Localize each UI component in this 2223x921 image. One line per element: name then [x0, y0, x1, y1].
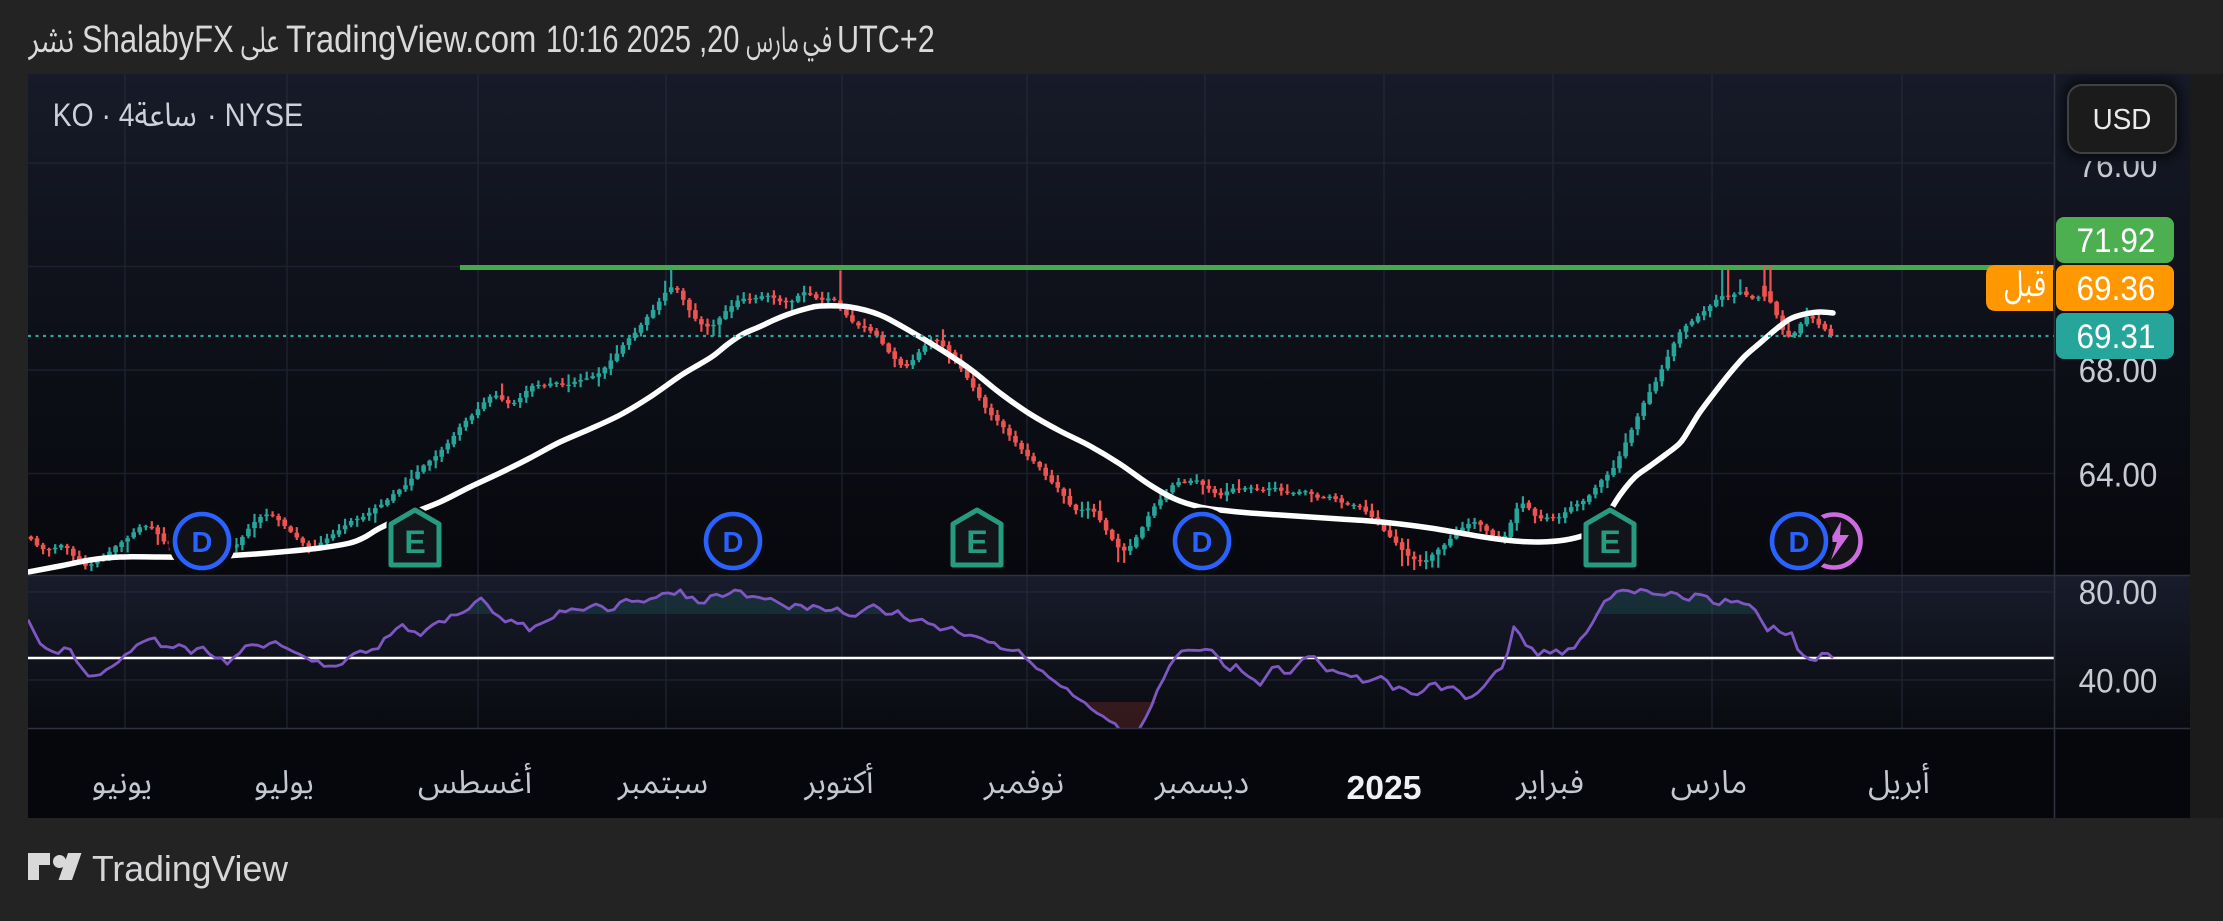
svg-text:10:16 2025 ,20: 10:16 2025 ,20 — [546, 19, 739, 61]
svg-text:USD: USD — [2093, 104, 2152, 136]
svg-text:KO · 4: KO · 4 — [53, 97, 135, 133]
svg-text:TradingView.com: TradingView.com — [286, 19, 536, 61]
svg-text:UTC+2: UTC+2 — [837, 19, 935, 61]
svg-text:80.00: 80.00 — [2079, 574, 2158, 612]
svg-text:D: D — [723, 527, 744, 559]
svg-text:69.36: 69.36 — [2077, 270, 2156, 308]
svg-text:ShalabyFX: ShalabyFX — [82, 19, 234, 61]
svg-text:TradingView: TradingView — [92, 848, 289, 889]
svg-text:64.00: 64.00 — [2079, 457, 2158, 495]
svg-text:D: D — [192, 527, 213, 559]
svg-text:E: E — [1599, 524, 1620, 560]
svg-text:· NYSE: · NYSE — [207, 97, 303, 133]
svg-text:E: E — [404, 524, 425, 560]
svg-text:40.00: 40.00 — [2079, 663, 2158, 701]
svg-text:D: D — [1192, 527, 1213, 559]
svg-text:2025: 2025 — [1347, 769, 1422, 806]
svg-text:69.31: 69.31 — [2077, 318, 2156, 356]
svg-text:71.92: 71.92 — [2077, 222, 2156, 260]
svg-text:D: D — [1789, 527, 1810, 559]
svg-text:E: E — [966, 524, 987, 560]
